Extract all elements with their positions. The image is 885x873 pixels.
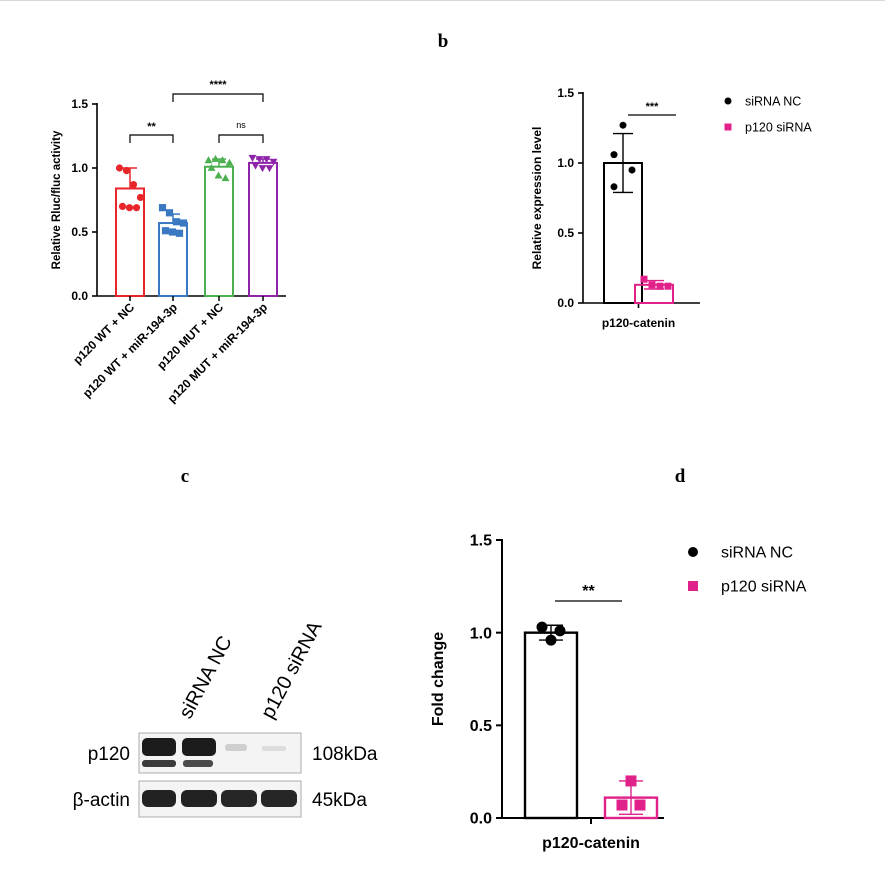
y-tick-label: 0.5 — [470, 718, 492, 735]
data-point — [168, 228, 177, 236]
blot-strip-p120 — [138, 732, 302, 774]
bar-3 — [204, 165, 234, 297]
data-point — [269, 158, 278, 166]
data-point — [640, 275, 648, 283]
data-point — [211, 154, 220, 162]
y-tick-label: 0.0 — [71, 289, 88, 303]
data-point — [648, 281, 656, 289]
data-point — [122, 166, 131, 175]
data-point — [204, 156, 213, 164]
data-point — [258, 165, 267, 173]
data-point — [625, 775, 637, 787]
legend-label: p120 siRNA — [745, 120, 812, 134]
chart-d-fold-change: 0.0 0.5 1.0 1.5 Fold change p120-catenin siRNA… — [430, 533, 807, 852]
data-point — [248, 154, 257, 162]
data-point — [118, 202, 127, 210]
data-point — [262, 156, 271, 164]
y-tick-label: 0.0 — [470, 811, 492, 828]
significance-label: **** — [209, 79, 227, 91]
data-point — [656, 282, 664, 290]
blot-row-label-beta-actin: β-actin — [73, 790, 130, 811]
significance-bracket — [129, 134, 174, 143]
data-point — [255, 156, 264, 164]
chart-b-relative-expression: 0.0 0.5 1.0 1.5 Relative expression level p12… — [530, 86, 812, 330]
x-axis-label: p120-catenin — [602, 316, 675, 330]
y-tick-label: 1.5 — [557, 86, 574, 100]
blot-strip-beta-actin — [138, 780, 302, 818]
lane-label-sirna-nc: siRNA NC — [175, 633, 237, 723]
bar-4 — [248, 161, 278, 297]
top-rule — [0, 0, 885, 1]
lane-label-p120-sirna: p120 siRNA — [257, 617, 327, 722]
data-point — [610, 183, 618, 191]
data-point — [129, 181, 138, 189]
significance-bracket — [218, 134, 264, 143]
data-point — [634, 799, 646, 811]
legend-marker — [724, 123, 732, 131]
y-tick-label: 1.0 — [470, 625, 492, 642]
panel-letter-b: b — [438, 31, 449, 52]
blot-size-108kda: 108kDa — [312, 744, 378, 765]
data-point — [221, 174, 230, 182]
y-tick-label: 1.5 — [71, 97, 88, 111]
data-point — [251, 162, 260, 170]
legend-label: p120 siRNA — [721, 579, 807, 596]
data-point — [179, 219, 188, 227]
y-tick-label: 1.0 — [557, 156, 574, 170]
significance-label: ** — [582, 583, 595, 600]
blot-row-label-p120: p120 — [88, 744, 130, 765]
data-point — [610, 151, 618, 159]
data-point — [172, 218, 181, 226]
data-point — [175, 229, 184, 237]
significance-label: ns — [236, 120, 246, 130]
data-point — [619, 121, 627, 129]
legend-label: siRNA NC — [745, 94, 801, 108]
y-axis-label: Relative Rluc/fluc activity — [51, 130, 63, 269]
blot-size-45kda: 45kDa — [312, 790, 367, 811]
significance-label: ** — [147, 121, 156, 133]
data-point — [165, 209, 174, 217]
western-blot: siRNA NC p120 siRNA p120 108kDa β-actin … — [73, 617, 378, 818]
y-tick-label: 0.5 — [71, 225, 88, 239]
data-point — [214, 171, 223, 179]
significance-label: *** — [646, 101, 660, 113]
data-point — [545, 634, 557, 646]
data-point — [218, 156, 227, 164]
y-tick-label: 1.5 — [470, 533, 492, 550]
y-tick-label: 0.0 — [557, 296, 574, 310]
y-axis-label: Relative expression level — [530, 127, 544, 270]
legend-marker — [688, 581, 698, 591]
data-point — [115, 164, 124, 172]
panel-letter-d: d — [675, 466, 686, 487]
data-point — [225, 158, 234, 166]
data-point — [136, 193, 145, 202]
y-tick-label: 0.5 — [557, 226, 574, 240]
y-axis-label: Fold change — [430, 632, 447, 726]
y-tick-label: 1.0 — [71, 161, 88, 175]
data-point — [125, 204, 134, 212]
bar-1 — [523, 631, 579, 820]
significance-bracket — [172, 93, 264, 102]
data-point — [132, 204, 141, 212]
data-point — [664, 282, 672, 290]
data-point — [207, 163, 216, 171]
data-point — [158, 204, 167, 212]
x-axis-label: p120-catenin — [542, 835, 640, 852]
data-point — [616, 799, 628, 811]
legend-marker — [724, 97, 732, 105]
data-point — [628, 166, 636, 174]
data-point — [265, 165, 274, 173]
legend-label: siRNA NC — [721, 545, 793, 562]
panel-letter-c: c — [181, 466, 189, 487]
data-point — [161, 227, 170, 235]
data-point — [554, 625, 566, 637]
legend-marker — [688, 547, 698, 557]
data-point — [536, 621, 548, 633]
